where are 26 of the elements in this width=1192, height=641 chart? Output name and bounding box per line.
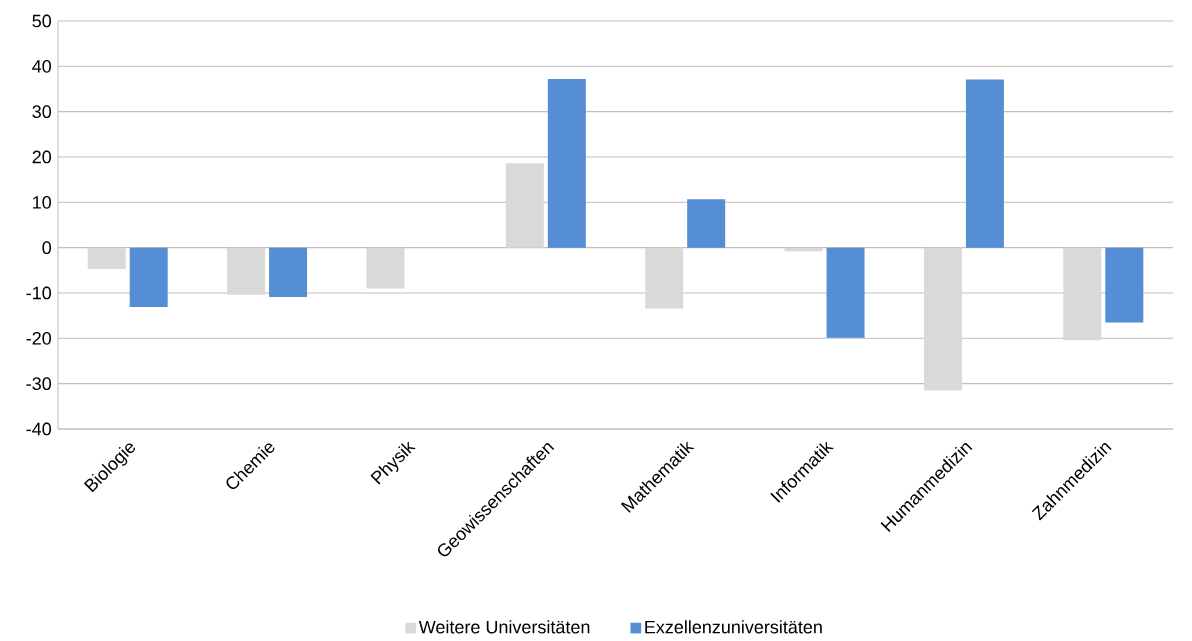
y-tick-label: 20 bbox=[32, 150, 52, 164]
y-tick-label: -30 bbox=[26, 377, 52, 390]
y-tick-label: 30 bbox=[32, 105, 52, 118]
bar bbox=[645, 247, 684, 309]
y-tick-label: -20 bbox=[26, 331, 52, 345]
bar bbox=[227, 247, 266, 295]
y-tick-label: -40 bbox=[26, 422, 52, 436]
bar bbox=[547, 78, 586, 248]
y-tick-label: -10 bbox=[26, 286, 52, 300]
bar bbox=[366, 247, 405, 289]
bar bbox=[87, 247, 126, 269]
bar bbox=[826, 247, 865, 338]
legend-label: Exzellenzuniversitäten bbox=[645, 620, 822, 634]
bar bbox=[269, 247, 308, 297]
bar bbox=[129, 247, 168, 307]
bar bbox=[965, 79, 1004, 248]
y-tick-label: 50 bbox=[32, 14, 52, 28]
bar bbox=[923, 247, 962, 391]
bar bbox=[1063, 247, 1102, 340]
y-tick-label: 40 bbox=[32, 59, 52, 73]
y-tick-label: 10 bbox=[33, 195, 52, 209]
bar bbox=[687, 199, 726, 248]
bar bbox=[505, 163, 544, 248]
bar bbox=[1105, 247, 1144, 323]
y-tick-label: 0 bbox=[42, 241, 52, 254]
legend-label: Weitere Universitäten bbox=[418, 620, 590, 634]
